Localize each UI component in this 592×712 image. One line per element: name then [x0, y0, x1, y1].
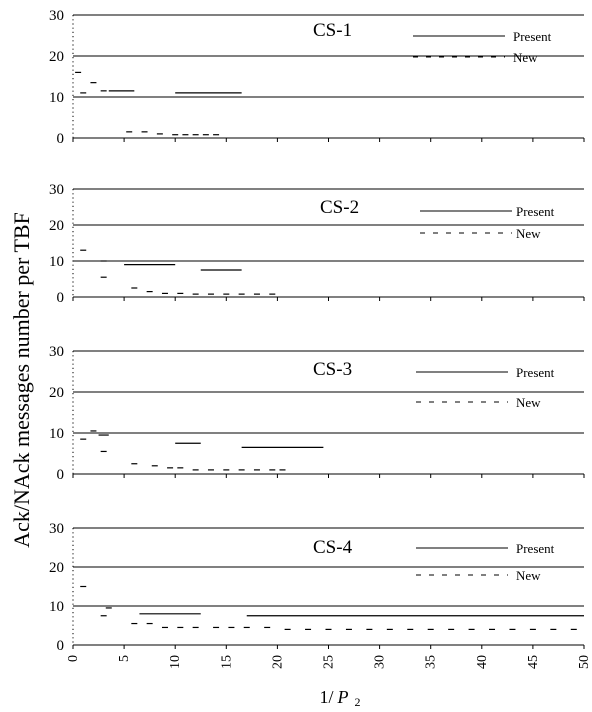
legend-label-new: New	[516, 395, 541, 410]
series-present	[124, 264, 242, 271]
panel-title: CS-1	[313, 20, 352, 41]
y-tick-label: 20	[49, 218, 64, 234]
legend-label-new: New	[516, 226, 541, 241]
series-present	[108, 90, 242, 94]
panel-title: CS-4	[313, 537, 353, 558]
y-tick-label: 10	[49, 599, 64, 615]
y-tick-label: 0	[57, 131, 65, 147]
x-tick-label: 15	[219, 655, 234, 669]
x-axis-label-main: 1/	[319, 687, 333, 707]
legend: Present New	[413, 29, 552, 65]
panel-title: CS-2	[320, 197, 359, 218]
series-new	[80, 430, 286, 471]
x-tick-label: 0	[66, 655, 81, 662]
x-tick-label: 10	[168, 655, 183, 669]
panel-cs-4: 0 10 20 30 CS-4 Present New	[49, 521, 585, 654]
panels: 0 10 20 30 CS-1 Present New 0 10 20 30 CS-2 Present N…	[49, 8, 585, 654]
y-tick-label: 20	[49, 560, 64, 576]
y-tick-label: 20	[49, 49, 64, 65]
legend-label-new: New	[513, 50, 538, 65]
x-tick-label: 40	[475, 655, 490, 669]
y-tick-label: 30	[49, 344, 64, 360]
legend-label-present: Present	[516, 204, 555, 219]
y-tick-label: 10	[49, 426, 64, 442]
y-tick-label: 20	[49, 385, 64, 401]
x-axis-label: 1/P 2	[319, 687, 360, 709]
series-new	[80, 249, 276, 295]
y-tick-label: 0	[57, 290, 65, 306]
panel-cs-2: 0 10 20 30 CS-2 Present New	[49, 182, 585, 306]
x-tick-label: 45	[526, 655, 541, 669]
x-tick-label: 5	[117, 655, 132, 662]
legend-label-present: Present	[516, 365, 555, 380]
y-tick-label: 10	[49, 90, 64, 106]
x-tick-labels: 0 5 10 15 20 25 30 35 40 45 50	[66, 655, 592, 669]
y-tick-label: 30	[49, 8, 64, 24]
series-present	[139, 613, 584, 617]
x-axis-label-sub: 2	[355, 695, 361, 709]
panel-cs-3: 0 10 20 30 CS-3 Present New	[49, 344, 585, 483]
x-tick-label: 35	[424, 655, 439, 669]
x-tick-label: 50	[577, 655, 592, 669]
y-tick-label: 0	[57, 638, 65, 654]
legend-label-present: Present	[513, 29, 552, 44]
legend: Present New	[416, 541, 555, 583]
legend-label-present: Present	[516, 541, 555, 556]
series-present	[98, 434, 324, 448]
legend: Present New	[416, 365, 555, 410]
x-axis-label-var: P	[337, 687, 349, 707]
panel-title: CS-3	[313, 359, 352, 380]
x-tick-label: 25	[322, 655, 337, 669]
y-tick-label: 10	[49, 254, 64, 270]
y-tick-label: 0	[57, 467, 65, 483]
panel-cs-1: 0 10 20 30 CS-1 Present New	[49, 8, 585, 147]
legend: Present New	[420, 204, 555, 241]
series-new	[80, 585, 577, 631]
series-new	[75, 71, 220, 136]
legend-label-new: New	[516, 568, 541, 583]
y-axis-label: Ack/NAck messages number per TBF	[9, 212, 34, 548]
x-tick-label: 30	[373, 655, 388, 669]
y-tick-label: 30	[49, 521, 64, 537]
x-tick-label: 20	[270, 655, 285, 669]
y-tick-label: 30	[49, 182, 64, 198]
